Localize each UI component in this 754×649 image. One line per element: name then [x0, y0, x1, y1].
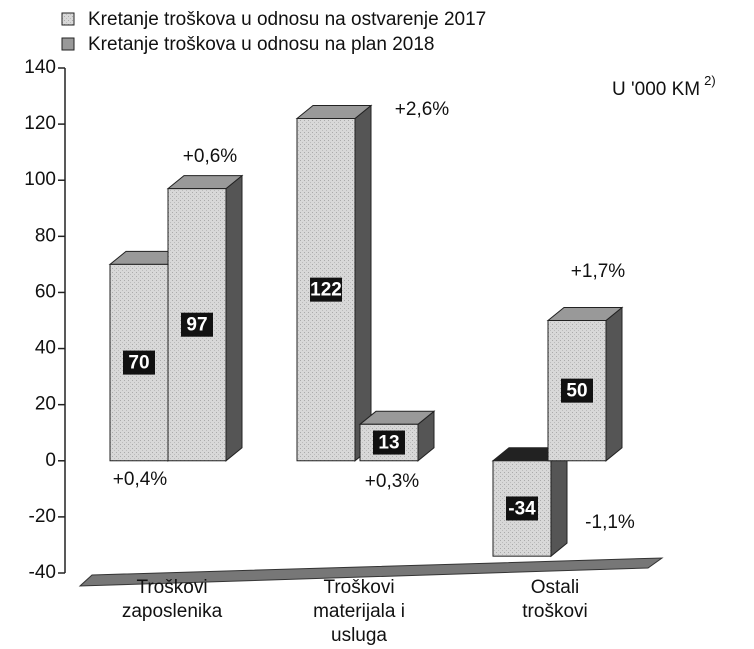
change-label: +0,4%	[113, 469, 168, 490]
value-label-box	[123, 350, 155, 375]
bar-side	[225, 174, 243, 462]
value-label-box	[561, 378, 593, 403]
unit-label: U '000 KM 2)	[612, 73, 716, 100]
bar-side	[605, 306, 623, 462]
y-tick-label: -20	[29, 506, 56, 527]
legend-label: Kretanje troškova u odnosu na plan 2018	[88, 34, 434, 55]
y-tick-label: -40	[29, 562, 56, 583]
legend-swatch	[61, 37, 75, 51]
bar-front	[492, 460, 552, 557]
value-label: 13	[378, 433, 399, 454]
x-tick-label: usluga	[331, 625, 387, 646]
x-tick-label: Troškovi	[323, 577, 394, 598]
bar-side	[550, 446, 568, 558]
y-tick-label: 80	[35, 225, 56, 246]
value-label: 97	[186, 315, 207, 336]
change-label: +0,6%	[183, 146, 238, 167]
x-tick-label: materijala i	[313, 601, 405, 622]
value-label: 50	[566, 381, 587, 402]
change-label: +0,3%	[365, 471, 420, 492]
y-tick-label: 140	[24, 57, 56, 78]
bar	[358, 410, 436, 462]
bar-side	[354, 104, 372, 462]
y-tick-label: 120	[24, 113, 56, 134]
bar	[491, 446, 569, 558]
change-label: +2,6%	[395, 99, 450, 120]
y-tick-label: 60	[35, 281, 56, 302]
y-tick-label: 20	[35, 394, 56, 415]
y-tick-label: 100	[24, 169, 56, 190]
value-label: -34	[508, 498, 536, 519]
value-label-box	[373, 430, 405, 455]
y-tick-label: 0	[45, 450, 56, 471]
y-tick-label: 40	[35, 338, 56, 359]
value-label: 70	[128, 353, 149, 374]
value-label-box	[506, 496, 538, 521]
x-tick-label: Troškovi	[136, 577, 207, 598]
x-tick-label: Ostali	[531, 577, 580, 598]
x-tick-label: troškovi	[522, 601, 587, 622]
x-tick-label: zaposlenika	[122, 601, 223, 622]
floor	[78, 557, 664, 587]
legend-swatch	[61, 12, 75, 26]
value-label: 122	[310, 280, 342, 301]
bar-front	[359, 423, 419, 462]
change-label: -1,1%	[585, 512, 635, 533]
value-label-box	[181, 312, 213, 337]
change-label: +1,7%	[571, 261, 626, 282]
value-label-box	[310, 277, 342, 302]
legend-label: Kretanje troškova u odnosu na ostvarenje…	[88, 9, 486, 30]
